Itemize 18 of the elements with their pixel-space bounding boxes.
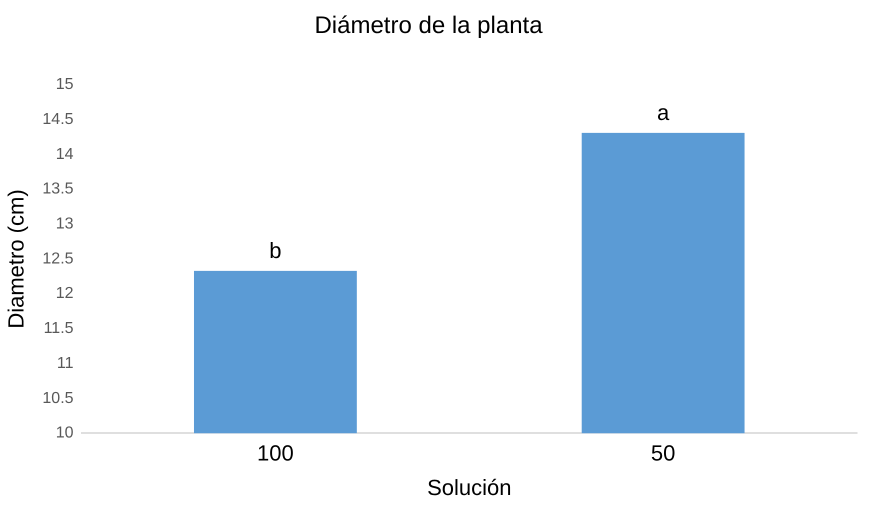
y-tick-label: 15 <box>56 76 74 94</box>
y-tick-label: 13 <box>56 216 74 233</box>
y-tick-label: 14 <box>56 146 74 163</box>
annotation: b <box>269 238 282 263</box>
x-tick-label: 100 <box>257 440 294 466</box>
chart-title: Diámetro de la planta <box>314 12 544 40</box>
y-axis-title: Diametro (cm) <box>3 189 28 329</box>
y-tick-label: 11.5 <box>44 320 74 338</box>
y-tick-label: 10.5 <box>42 390 74 407</box>
y-tick-label: 10 <box>56 424 74 442</box>
y-tick-label: 11 <box>56 354 74 372</box>
y-tick-label: 12 <box>56 285 74 302</box>
x-axis-title: Solución <box>427 474 512 500</box>
y-tick-label: 12.5 <box>42 250 74 268</box>
y-tick-label: 14.5 <box>42 111 74 128</box>
y-tick-label: 13.5 <box>42 180 74 198</box>
annotation: a <box>657 100 670 125</box>
x-tick-label: 50 <box>650 440 676 466</box>
